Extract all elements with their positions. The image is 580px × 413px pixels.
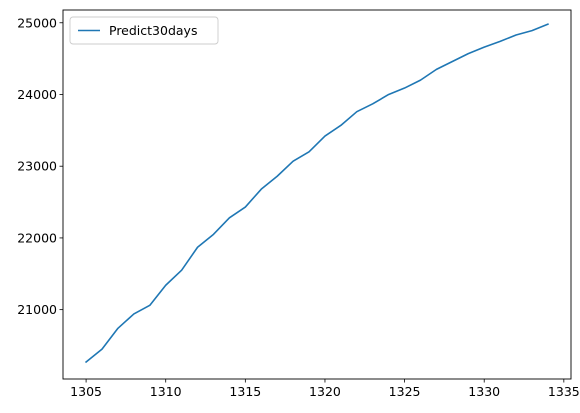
y-tick-label: 24000 <box>17 87 57 102</box>
x-axis: 1305 1310 1315 1320 1325 1330 1335 <box>70 379 580 399</box>
x-tick-label: 1310 <box>150 384 182 399</box>
x-tick-label: 1325 <box>389 384 421 399</box>
x-tick-label: 1320 <box>309 384 341 399</box>
legend-box <box>69 16 219 45</box>
plot-area <box>63 10 571 379</box>
legend: Predict30days <box>69 16 219 45</box>
series-layer <box>84 23 549 364</box>
x-tick-label: 1335 <box>548 384 580 399</box>
series-line-0 <box>84 23 549 364</box>
x-tick-label: 1330 <box>468 384 500 399</box>
x-tick-label: 1305 <box>70 384 102 399</box>
x-tick-label: 1315 <box>229 384 261 399</box>
legend-label: Predict30days <box>109 23 197 38</box>
plot-frame <box>62 9 572 380</box>
y-tick-label: 21000 <box>17 302 57 317</box>
y-tick-label: 25000 <box>17 15 57 30</box>
y-tick-label: 22000 <box>17 230 57 245</box>
y-axis: 21000 22000 23000 24000 25000 <box>17 15 63 317</box>
y-tick-label: 23000 <box>17 159 57 174</box>
